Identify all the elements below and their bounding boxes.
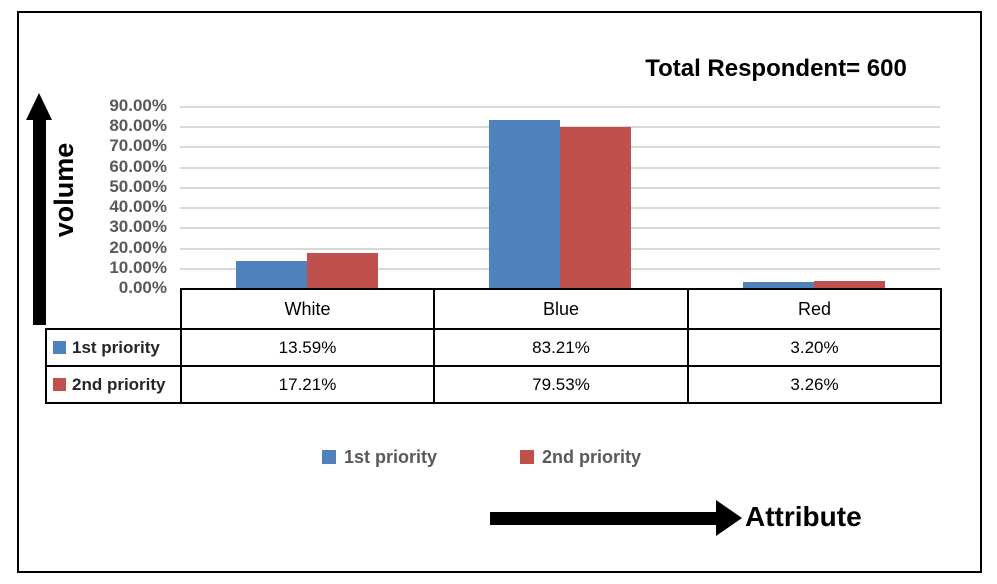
- y-axis-tick-label: 70.00%: [109, 136, 167, 156]
- y-axis-tick-label: 60.00%: [109, 156, 167, 176]
- legend-swatch-1st-priority-icon: [322, 450, 336, 464]
- table-cell-2nd-blue: 79.53%: [433, 365, 689, 404]
- legend-label: 1st priority: [344, 446, 438, 467]
- table-cell-1st-white: 13.59%: [180, 328, 435, 367]
- bar-2nd-priority-white: [307, 253, 378, 288]
- bar-1st-priority-red: [742, 281, 814, 288]
- table-header-white: White: [180, 288, 435, 330]
- table-cell-2nd-white: 17.21%: [180, 365, 435, 404]
- legend-item-1st-priority: 1st priority: [322, 446, 437, 468]
- series-key-1st-priority-icon: [53, 341, 66, 354]
- bar-2nd-priority-blue: [560, 127, 632, 288]
- gridline: [180, 106, 940, 108]
- table-header-blue: Blue: [433, 288, 689, 330]
- table-cell-1st-blue: 83.21%: [433, 328, 689, 367]
- series-key-2nd-priority-icon: [53, 378, 66, 391]
- chart-title: Total Respondent= 600: [645, 55, 907, 82]
- y-axis-tick-label: 50.00%: [109, 176, 167, 196]
- y-axis-tick-label: 0.00%: [118, 278, 167, 297]
- bar-1st-priority-blue: [489, 119, 561, 288]
- y-axis-arrowhead-icon: [26, 93, 52, 120]
- legend-label: 2nd priority: [542, 446, 642, 467]
- x-axis-arrow-icon: [490, 512, 718, 525]
- table-cell-1st-red: 3.20%: [687, 328, 942, 367]
- y-axis-arrow-icon: [33, 118, 46, 325]
- bar-1st-priority-white: [236, 260, 307, 288]
- table-row-label: 2nd priority: [72, 374, 166, 394]
- table-header-red: Red: [687, 288, 942, 330]
- y-axis-tick-label: 20.00%: [109, 237, 167, 257]
- table-row-label: 1st priority: [72, 337, 160, 357]
- x-axis-arrowhead-icon: [716, 500, 742, 536]
- legend-item-2nd-priority: 2nd priority: [520, 446, 641, 468]
- y-axis-tick-label: 90.00%: [109, 96, 167, 115]
- x-axis-title: Attribute: [745, 501, 862, 532]
- y-axis-tick-label: 80.00%: [109, 116, 167, 136]
- y-axis-tick-label: 10.00%: [109, 257, 167, 277]
- bar-2nd-priority-red: [813, 281, 885, 288]
- table-row-header-2nd-priority: 2nd priority: [45, 365, 182, 404]
- y-axis-tick-label: 40.00%: [109, 197, 167, 217]
- table-cell-2nd-red: 3.26%: [687, 365, 942, 404]
- table-row-header-1st-priority: 1st priority: [45, 328, 182, 367]
- y-axis-tick-label: 30.00%: [109, 217, 167, 237]
- legend-swatch-2nd-priority-icon: [520, 450, 534, 464]
